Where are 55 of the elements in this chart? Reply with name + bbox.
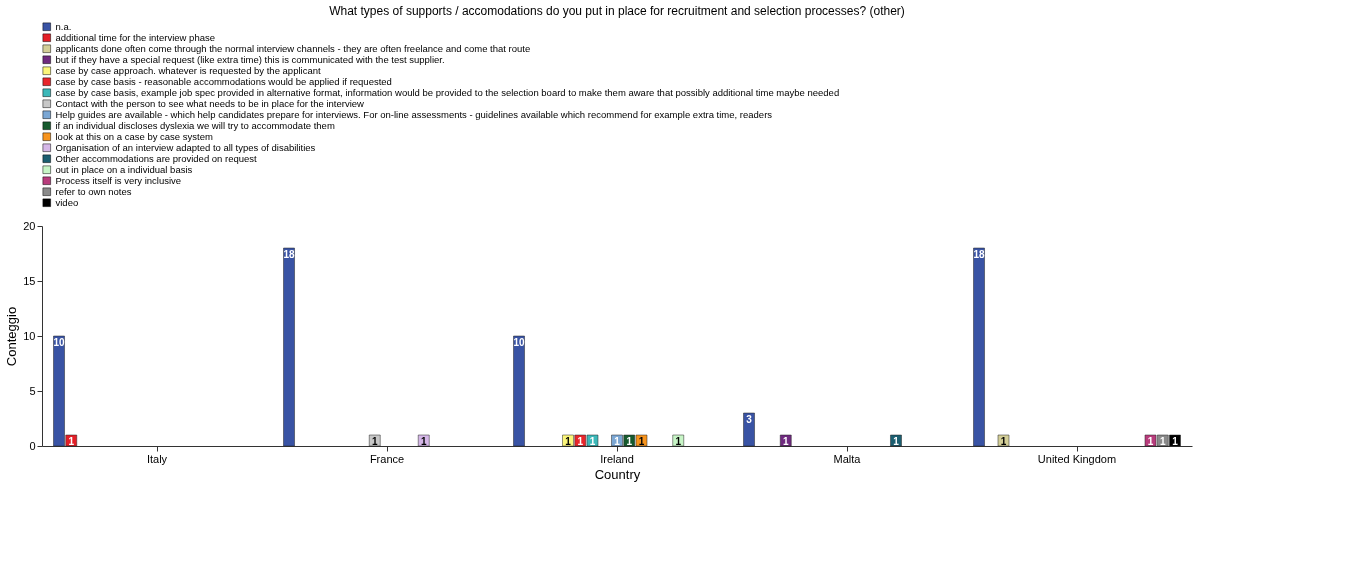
- legend-label: Help guides are available - which help candidates prepare for interviews. For on-line assessments - guidelines available which recommend for example extra time, readers: [55, 108, 773, 120]
- data-label: 1: [675, 436, 682, 447]
- x-tick-label: France: [369, 452, 405, 465]
- legend-label: n.a.: [55, 20, 72, 32]
- legend-label: case by case basis, example job spec provided in alternative format, information would be provided to the selection board to make them aware that possibly additional time maybe needed: [55, 86, 840, 98]
- legend-label: Other accommodations are provided on request: [55, 152, 258, 164]
- legend-label: Organisation of an interview adapted to all types of disabilities: [55, 141, 316, 153]
- bar: [283, 247, 295, 447]
- bar: [743, 412, 755, 447]
- y-tick-label: 15: [23, 274, 36, 287]
- legend-label: case by case approach. whatever is requested by the applicant: [55, 64, 321, 76]
- chart-title: What types of supports / accomodations do you put in place for recruitment and selection processes? (other): [329, 4, 905, 18]
- y-tick-label: 10: [23, 329, 36, 342]
- data-label: 1: [420, 436, 427, 447]
- data-label: 18: [283, 249, 296, 260]
- data-label: 1: [577, 436, 584, 447]
- data-label: 1: [1000, 436, 1007, 447]
- y-tick-label: 20: [23, 219, 36, 232]
- data-label: 1: [68, 436, 75, 447]
- bar: [513, 335, 525, 447]
- legend-label: if an individual discloses dyslexia we will try to accommodate them: [55, 119, 335, 131]
- legend-label: case by case basis - reasonable accommodations would be applied if requested: [55, 75, 392, 87]
- data-label: 1: [893, 436, 900, 447]
- legend-label: refer to own notes: [55, 185, 132, 197]
- data-label: 10: [53, 337, 66, 348]
- data-label: 1: [614, 436, 621, 447]
- y-axis-title: Conteggio: [4, 306, 20, 367]
- data-label: 1: [626, 436, 633, 447]
- y-tick-label: 5: [29, 384, 36, 397]
- legend-label: but if they have a special request (like extra time) this is communicated with the test supplier.: [55, 53, 445, 65]
- legend-label: additional time for the interview phase: [55, 31, 215, 43]
- bar: [973, 247, 985, 447]
- legend-label: Contact with the person to see what needs to be in place for the interview: [55, 97, 365, 109]
- data-label: 1: [1159, 436, 1166, 447]
- legend-label: Process itself is very inclusive: [55, 174, 182, 186]
- data-label: 1: [638, 436, 645, 447]
- legend-label: applicants done often come through the normal interview channels - they are often freelance and come that route: [55, 42, 531, 54]
- x-tick-label: United Kingdom: [1037, 452, 1117, 465]
- legend-label: look at this on a case by case system: [55, 130, 213, 142]
- x-tick-label: Malta: [833, 452, 862, 465]
- y-tick-label: 0: [29, 439, 36, 452]
- legend-label: out in place on a individual basis: [55, 163, 193, 175]
- data-label: 1: [1147, 436, 1154, 447]
- x-tick-label: Ireland: [600, 452, 634, 465]
- legend-label: video: [55, 196, 79, 208]
- data-label: 3: [746, 414, 753, 425]
- x-tick-label: Italy: [146, 452, 168, 465]
- data-label: 1: [565, 436, 572, 447]
- data-label: 1: [1172, 436, 1179, 447]
- data-label: 1: [589, 436, 596, 447]
- data-label: 1: [371, 436, 378, 447]
- data-label: 1: [782, 436, 789, 447]
- x-axis-title: Country: [594, 466, 641, 482]
- data-label: 10: [513, 337, 526, 348]
- data-label: 18: [973, 249, 986, 260]
